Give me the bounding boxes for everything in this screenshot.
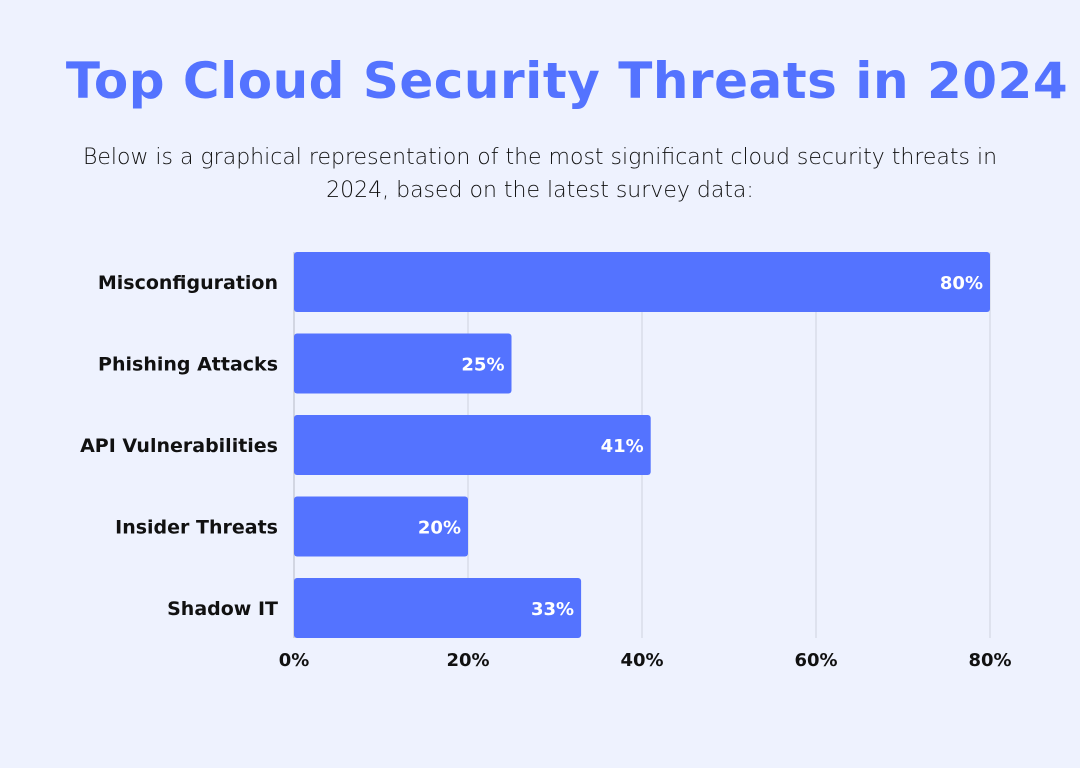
bar (294, 415, 651, 475)
x-tick-label: 60% (794, 650, 837, 671)
category-label: Misconfiguration (98, 272, 278, 294)
x-tick-label: 40% (620, 650, 663, 671)
chart-subtitle: Below is a graphical representation of t… (82, 145, 998, 203)
x-tick-label: 0% (279, 650, 310, 671)
category-label: Insider Threats (115, 517, 278, 539)
x-tick-label: 20% (446, 650, 489, 671)
category-label: API Vulnerabilities (80, 435, 278, 457)
data-label: 25% (461, 355, 504, 376)
data-label: 41% (601, 436, 644, 457)
category-label: Phishing Attacks (98, 354, 278, 376)
bar (294, 496, 468, 557)
bar (294, 333, 512, 394)
data-label: 33% (531, 599, 574, 620)
chart-title: Top Cloud Security Threats in 2024 (65, 52, 1069, 110)
bar (294, 578, 582, 638)
data-label: 20% (418, 518, 461, 539)
category-label: Shadow IT (167, 598, 278, 620)
x-tick-label: 80% (968, 650, 1011, 671)
data-label: 80% (940, 273, 983, 294)
bar (294, 252, 990, 312)
